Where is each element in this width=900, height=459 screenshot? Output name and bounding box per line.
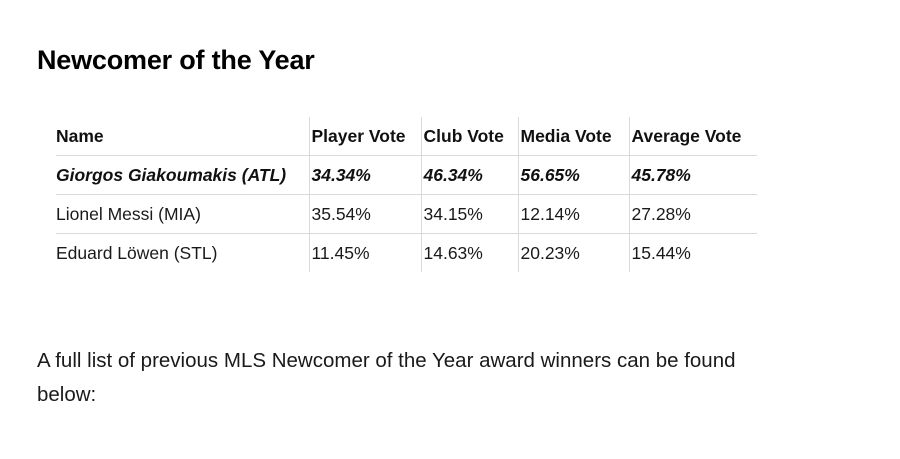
cell-name: Giorgos Giakoumakis (ATL) bbox=[56, 164, 287, 185]
table-row: Eduard Löwen (STL) 11.45% 14.63% 20.23% … bbox=[56, 233, 757, 272]
cell-average-vote: 27.28% bbox=[628, 194, 757, 234]
cell-player-vote: 35.54% bbox=[308, 194, 421, 234]
cell-average-vote: 15.44% bbox=[628, 233, 757, 272]
table-header-row: Name Player Vote Club Vote Media Vote Av… bbox=[56, 117, 757, 156]
cell-club-vote: 46.34% bbox=[420, 155, 518, 195]
vote-results-table: Name Player Vote Club Vote Media Vote Av… bbox=[56, 117, 757, 272]
table-row-winner: Giorgos Giakoumakis (ATL) 34.34% 46.34% … bbox=[56, 155, 757, 195]
section-heading: Newcomer of the Year bbox=[37, 45, 315, 75]
cell-media-vote: 20.23% bbox=[517, 233, 629, 272]
cell-average-vote: 45.78% bbox=[628, 155, 757, 195]
column-header-name: Name bbox=[56, 117, 309, 156]
cell-player-vote: 34.34% bbox=[308, 155, 421, 195]
cell-club-vote: 14.63% bbox=[420, 233, 518, 272]
table-row: Lionel Messi (MIA) 35.54% 34.15% 12.14% … bbox=[56, 194, 757, 234]
column-header-average-vote: Average Vote bbox=[628, 117, 757, 156]
cell-club-vote: 34.15% bbox=[420, 194, 518, 234]
cell-name: Lionel Messi (MIA) bbox=[56, 203, 201, 224]
cell-name: Eduard Löwen (STL) bbox=[56, 242, 218, 263]
cell-player-vote: 11.45% bbox=[308, 233, 421, 272]
column-header-media-vote: Media Vote bbox=[517, 117, 629, 156]
column-header-player-vote: Player Vote bbox=[308, 117, 421, 156]
column-header-club-vote: Club Vote bbox=[420, 117, 518, 156]
intro-paragraph: A full list of previous MLS Newcomer of … bbox=[37, 349, 736, 406]
cell-media-vote: 56.65% bbox=[517, 155, 629, 195]
cell-media-vote: 12.14% bbox=[517, 194, 629, 234]
